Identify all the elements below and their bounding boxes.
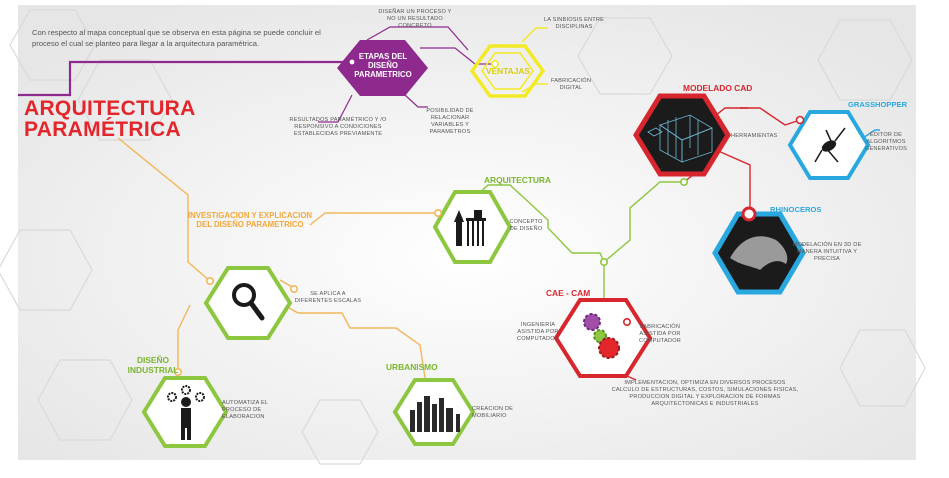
diseno-industrial-title-line2: INDUSTRIAL [127,364,179,375]
investigacion-title: INVESTIGACION Y EXPLICACION DEL DISEÑO P… [180,211,320,230]
etapas-title-line1: ETAPAS DEL [358,52,408,61]
etapas-title-line2: DISEÑO [368,60,398,70]
ventajas-inner-hexagon [481,52,534,90]
3d-wireframe-model-icon [647,114,713,163]
etapas-note-top: DISEÑAR UN PROCESO Y NO UN RESULTADO CON… [378,9,452,29]
caecam-note-bottom: IMPLEMENTACION, OPTIMIZA EN DIVERSOS PRO… [611,380,799,407]
gears-icon [583,313,620,359]
ventajas-note-bottom: FABRICACIÓN DIGITAL [550,78,592,91]
rhinoceros-note: MODELACIÓN EN 3D DE MANERA INTUITIVA Y P… [792,242,862,262]
magnifying-glass-icon [232,283,265,321]
rhino-connector-dot [741,206,757,222]
rhino-surface-icon [730,236,788,270]
ventajas-title: VENTAJAS [485,66,531,76]
intro-text: Con respecto al mapa conceptual que se o… [32,28,321,48]
urbanismo-note: CREACION DE MOBILIARIO [472,406,514,419]
purple-links [18,60,352,97]
etapas-note-links [318,26,495,123]
diseno-industrial-note: AUTOMATIZA EL PROCESO DE ELABORACION [222,400,269,420]
grasshopper-note: EDITOR DE ALGORITMOS GENERATIVOS [864,132,908,152]
main-title-line1: ARQUITECTURA [24,97,196,120]
caecam-note-right: FABRICACIÓN ASISTIDA POR COMPUTADOR [639,324,681,344]
city-skyline-icon [410,396,460,432]
etapas-note-left: RESULTADOS PARAMÉTRICO Y /O RESPONSIVO A… [289,117,387,137]
caecam-title: CAE - CAM [546,288,591,298]
etapas-title: ETAPAS DEL DISEÑO PARAMETRICO [350,52,416,80]
ventajas-links [521,27,548,93]
person-with-gears-icon [167,385,205,440]
ventajas-hexagon [469,44,546,98]
etapas-note-right: POSIBILIDAD DE RELACIONAR VARIABLES Y PA… [426,108,474,135]
etapas-hexagon [337,40,428,96]
urbanismo-title: URBANISMO [386,362,438,372]
grasshopper-title: GRASSHOPPER [848,100,908,109]
rhinoceros-title: RHINOCEROS [770,205,822,214]
orange-links [117,137,437,379]
investigacion-title-line2: DEL DISEÑO PARAMETRICO [196,219,304,229]
diseno-industrial-title-line1: DISEÑO [136,355,170,365]
arquitectura-title: ARQUITECTURA [484,175,551,185]
modelado-note: HERRAMIENTAS [731,133,778,139]
landmarks-buildings-icon [454,210,486,246]
grasshopper-insect-icon [814,127,846,163]
diseno-industrial-title: DISEÑO INDUSTRIAL [123,355,183,375]
investigacion-note: SE APLICA A DIFERENTES ESCALAS [294,291,362,304]
main-title: ARQUITECTURA PARAMÉTRICA [24,98,196,140]
etapas-title-line3: PARAMETRICO [354,69,412,79]
ventajas-note-top: LA SINBIOSIS ENTRE DISCIPLINAS [543,17,605,30]
caecam-note-left: INGENIERÍA ASISTIDA POR COMPUTADOR [517,322,559,342]
background-hexagon-pattern [0,9,926,465]
arquitectura-note: CONCEPTO DE DISEÑO [509,219,543,232]
connector-dots [174,57,805,376]
main-title-line2: PARAMÉTRICA [24,118,181,141]
investigacion-title-line1: INVESTIGACION Y EXPLICACION [187,211,313,220]
modelado-title: MODELADO CAD [683,83,753,93]
